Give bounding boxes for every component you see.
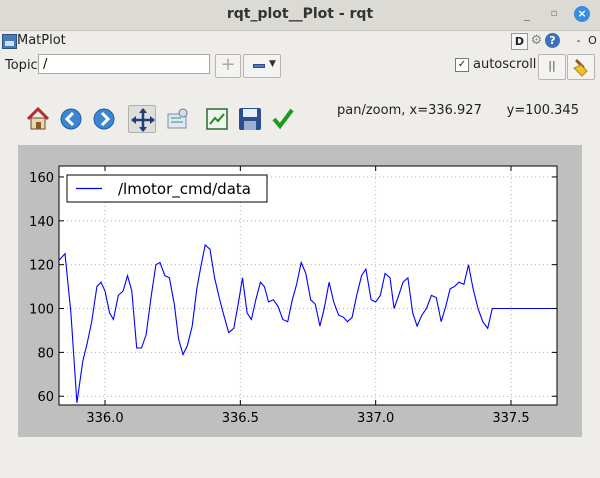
x-tick-label: 336.0 [86,411,123,426]
minimize-icon[interactable]: _ [524,7,530,21]
help-icon[interactable]: ? [545,33,560,48]
broom-icon [573,59,588,77]
topic-input[interactable] [38,54,210,74]
autoscroll-checkbox[interactable]: ✓ [455,58,469,72]
legend-label: /lmotor_cmd/data [118,180,251,199]
topic-row: Topic + ▼ ✓ autoscroll || [0,54,600,80]
save-icon[interactable] [236,105,264,133]
dock-button[interactable]: D [511,33,528,50]
matplot-icon [2,34,17,49]
close-plugin-button[interactable]: O [588,34,597,47]
home-icon[interactable] [24,105,52,133]
coordinate-readout: pan/zoom, x=336.927 y=100.345 [337,103,579,118]
clear-button[interactable] [567,54,595,80]
close-icon[interactable]: × [574,6,590,22]
pan-icon[interactable] [128,105,156,133]
window-title: rqt_plot__Plot - rqt [226,6,374,22]
window-titlebar: rqt_plot__Plot - rqt _ ▫ × [0,0,600,31]
y-tick-label: 140 [29,215,54,230]
plugin-title: MatPlot [17,33,66,48]
navigation-toolbar: pan/zoom, x=336.927 y=100.345 [0,100,600,140]
plugin-header: MatPlot D ⚙ ? - O [0,31,600,53]
x-tick-label: 337.5 [492,411,529,426]
zoom-icon[interactable] [163,105,191,133]
y-tick-label: 120 [29,259,54,274]
forward-icon[interactable] [90,105,118,133]
maximize-icon[interactable]: ▫ [550,8,558,19]
remove-icon [253,64,265,68]
edit-icon[interactable] [269,105,297,133]
minimize-plugin-button[interactable]: - [576,34,581,47]
add-topic-button[interactable]: + [215,54,241,78]
plot-axes-frame [58,165,558,406]
remove-topic-button[interactable]: ▼ [243,54,281,78]
subplots-icon[interactable] [203,105,231,133]
plot-canvas[interactable]: 336.0 336.5 337.0 337.5 60 80 100 120 140 160/lmo… [18,145,582,437]
topic-label: Topic [5,58,38,73]
pause-button[interactable]: || [538,54,566,80]
y-tick-label: 60 [37,390,54,405]
back-icon[interactable] [57,105,85,133]
chevron-down-icon: ▼ [269,59,276,69]
plot-figure[interactable]: 336.0 336.5 337.0 337.5 60 80 100 120 140 160/lmo… [18,145,582,437]
x-tick-label: 336.5 [222,411,259,426]
series-line [59,243,557,403]
gear-icon[interactable]: ⚙ [530,33,543,48]
y-tick-label: 160 [29,171,54,186]
y-tick-label: 100 [29,303,54,318]
autoscroll-label: autoscroll [473,57,537,72]
y-tick-label: 80 [37,346,54,361]
x-tick-label: 337.0 [357,411,394,426]
